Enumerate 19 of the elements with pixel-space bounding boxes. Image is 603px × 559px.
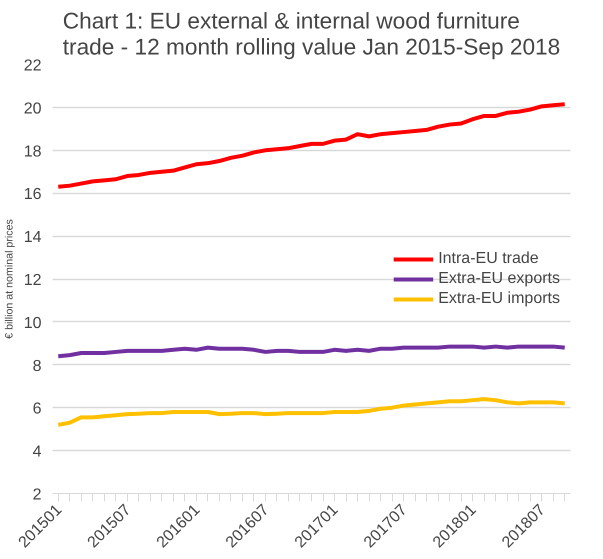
y-tick-label: 4	[32, 444, 42, 461]
y-tick-label: 20	[24, 100, 42, 118]
legend-label: Extra-EU exports	[438, 270, 560, 288]
legend-label: Extra-EU imports	[438, 290, 560, 308]
y-tick-label: 12	[24, 272, 42, 289]
y-tick-label: 2	[32, 486, 42, 504]
y-tick-label: 18	[24, 143, 42, 160]
y-axis-title: € billion at nominal prices	[4, 219, 16, 339]
legend-label: Intra-EU trade	[438, 250, 539, 268]
line-series	[56, 344, 567, 358]
chart-title: Chart 1: EU external & internal wood furniture trade - 12 month rolling value Jan 2015-Sep 2018	[62, 8, 560, 60]
y-tick-label: 16	[24, 186, 42, 204]
y-tick-label: 10	[24, 314, 42, 332]
y-tick-label: 14	[24, 229, 42, 246]
y-tick-label: 8	[32, 358, 42, 375]
line-series	[56, 397, 567, 427]
y-tick-label: 6	[32, 400, 42, 418]
y-tick-label: 22	[24, 58, 42, 74]
line-series	[56, 102, 567, 189]
